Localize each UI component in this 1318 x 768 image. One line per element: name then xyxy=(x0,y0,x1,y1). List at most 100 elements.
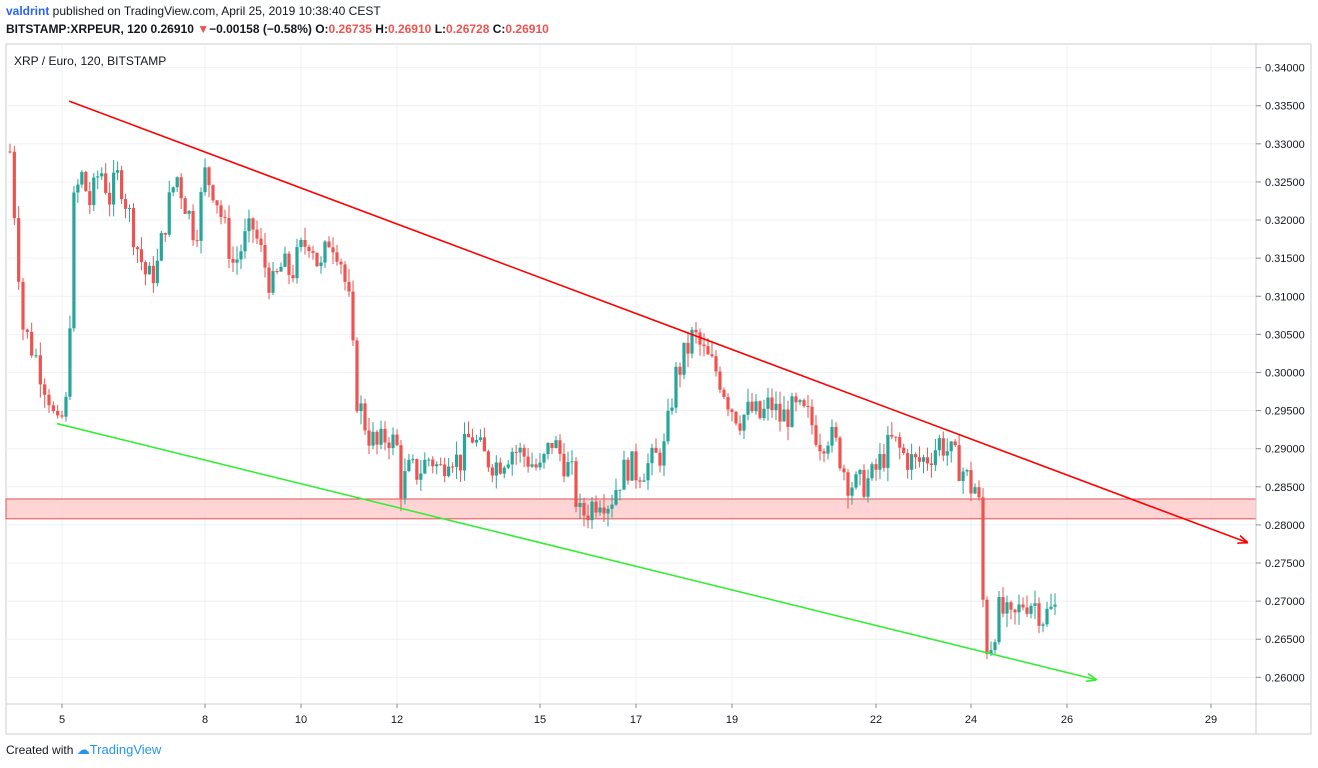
candle-body xyxy=(355,340,359,412)
trend-lines xyxy=(56,100,1247,679)
price-tick-label: 0.29000 xyxy=(1265,444,1305,456)
candle-body xyxy=(698,332,702,345)
candle-body xyxy=(554,440,558,448)
candle-body xyxy=(929,463,934,466)
candle-body xyxy=(917,457,922,462)
candle-body xyxy=(127,208,132,210)
candle-body xyxy=(379,428,383,445)
candle-body xyxy=(686,342,690,354)
candle-body xyxy=(295,247,299,279)
price-tick-label: 0.28500 xyxy=(1265,482,1305,494)
candle-body xyxy=(742,414,746,431)
candle-body xyxy=(874,464,878,470)
candle-body xyxy=(1021,604,1025,608)
candle-body xyxy=(1005,602,1009,614)
candle-body xyxy=(858,469,862,475)
candle-body xyxy=(319,262,323,267)
candle-body xyxy=(51,405,55,412)
candle-body xyxy=(574,461,578,507)
candle-body xyxy=(542,454,546,463)
chart-title: XRP / Euro, 120, BITSTAMP xyxy=(14,54,166,68)
candle-body xyxy=(814,425,818,445)
candle-body xyxy=(498,462,502,474)
candle-body xyxy=(279,266,283,272)
candle-body xyxy=(251,218,255,230)
candle-body xyxy=(634,451,638,481)
tradingview-brand[interactable]: TradingView xyxy=(89,742,162,757)
candle-body xyxy=(973,487,977,494)
candle-body xyxy=(866,478,870,497)
candle-body xyxy=(614,490,618,505)
candle-body xyxy=(666,410,670,442)
candle-body xyxy=(363,403,367,431)
candle-body xyxy=(399,445,403,499)
candle-body xyxy=(989,650,993,655)
candle-body xyxy=(906,453,910,470)
price-tick-label: 0.32000 xyxy=(1265,215,1305,227)
candle-body xyxy=(315,252,319,267)
candle-body xyxy=(335,252,339,262)
candle-body xyxy=(431,459,435,467)
quote-line: BITSTAMP:XRPEUR, 120 0.26910 ▼−0.00158 (… xyxy=(6,22,549,36)
price-tick-label: 0.27500 xyxy=(1265,558,1305,570)
time-axis[interactable]: 5 8 10 12 15 17 19 22 24 26 29 xyxy=(59,704,1217,726)
candle-body xyxy=(1033,603,1037,606)
candle-body xyxy=(846,472,850,496)
candle-body xyxy=(147,265,151,275)
price-axis[interactable]: 0.34000 0.33500 0.33000 0.32500 0.32000 0.315… xyxy=(6,44,1311,734)
candle-body xyxy=(638,480,642,482)
candle-body xyxy=(546,442,550,455)
candle-body xyxy=(139,249,144,263)
candle-body xyxy=(482,437,486,452)
candle-body xyxy=(794,396,798,403)
candle-body xyxy=(239,251,243,260)
candle-body xyxy=(606,508,610,514)
candle-body xyxy=(12,151,16,219)
candle-body xyxy=(702,344,706,347)
candle-body xyxy=(650,447,654,464)
candle-body xyxy=(562,453,566,477)
time-tick-label: 19 xyxy=(726,714,738,726)
candle-body xyxy=(470,437,475,443)
candle-body xyxy=(750,401,754,412)
high-label: H: xyxy=(375,22,388,36)
candle-body xyxy=(886,434,890,468)
candle-body xyxy=(223,216,227,218)
candle-body xyxy=(104,173,108,193)
candle-body xyxy=(522,447,526,457)
candle-body xyxy=(530,464,534,467)
low-label: L: xyxy=(434,22,447,36)
candle-body xyxy=(862,469,866,497)
candle-body xyxy=(359,403,363,412)
candle-body xyxy=(1041,624,1045,626)
tradingview-logo-icon: ☁ xyxy=(76,742,90,757)
candle-body xyxy=(894,436,898,438)
candle-body xyxy=(327,241,331,248)
candle-body xyxy=(890,434,894,437)
author-link[interactable]: valdrint xyxy=(6,4,50,18)
candle-body xyxy=(502,467,506,474)
candle-body xyxy=(494,462,498,476)
candle-body xyxy=(56,411,60,416)
candle-body xyxy=(746,401,750,415)
candle-body xyxy=(758,401,762,419)
support-zone xyxy=(5,498,1257,520)
candle-body xyxy=(287,253,291,276)
candle-body xyxy=(642,480,646,482)
candle-body xyxy=(734,411,738,424)
price-tick-label: 0.27000 xyxy=(1265,596,1305,608)
candle-body xyxy=(387,442,391,449)
candle-body xyxy=(822,451,826,454)
candle-body xyxy=(159,232,163,261)
candle-body xyxy=(219,205,223,217)
candle-body xyxy=(43,384,47,395)
candle-body xyxy=(439,464,443,466)
candle-body xyxy=(175,177,179,188)
candle-body xyxy=(411,459,415,461)
candle-body xyxy=(913,454,918,458)
candle-body xyxy=(726,396,730,410)
candle-body xyxy=(25,329,29,332)
candle-body xyxy=(435,464,439,467)
candle-body xyxy=(526,456,530,467)
